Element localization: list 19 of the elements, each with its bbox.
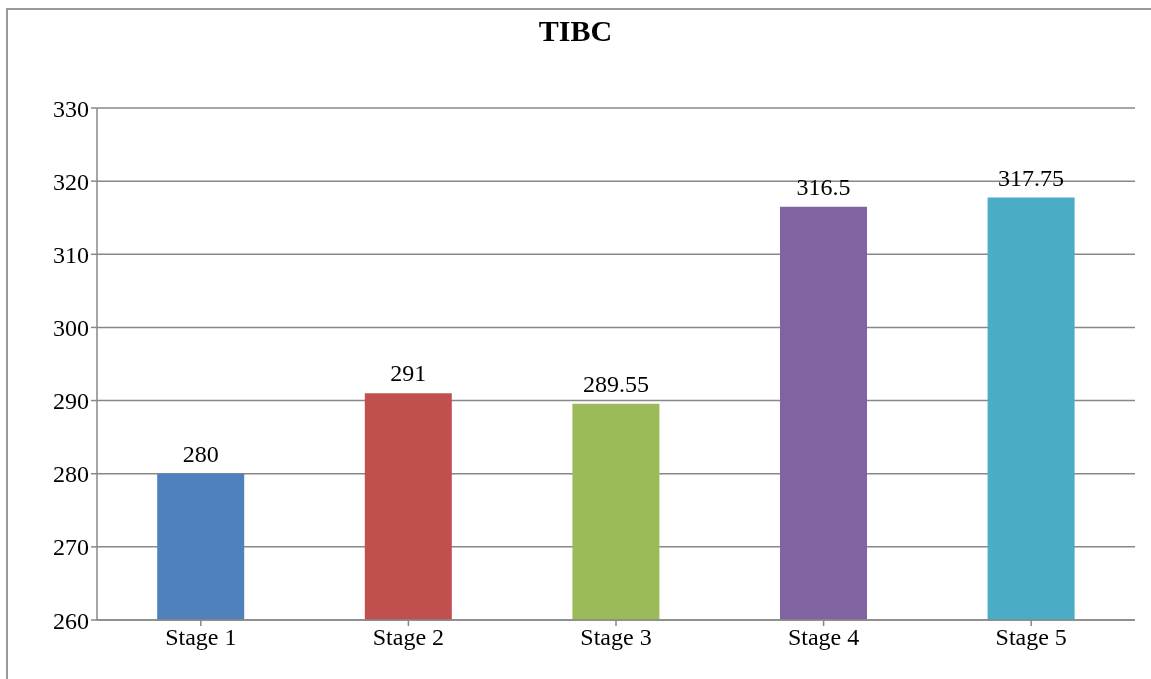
y-tick-label: 290 xyxy=(53,388,89,415)
y-tick-label: 310 xyxy=(53,241,89,268)
x-tick-label: Stage 4 xyxy=(787,624,860,651)
data-label: 291 xyxy=(390,360,427,387)
y-tick-label: 300 xyxy=(53,314,89,341)
y-tick-label: 260 xyxy=(53,607,89,634)
y-tick-label: 270 xyxy=(53,534,89,561)
x-tick-label: Stage 2 xyxy=(372,624,445,651)
x-tick-label: Stage 3 xyxy=(580,624,652,651)
data-label: 289.55 xyxy=(582,370,649,397)
data-label: 317.75 xyxy=(998,164,1065,191)
chart-title: TIBC xyxy=(537,14,614,48)
y-tick-label: 280 xyxy=(53,461,89,488)
y-tick-label: 320 xyxy=(53,168,89,195)
data-label: 280 xyxy=(182,440,219,467)
data-label: 316.5 xyxy=(796,173,851,200)
x-tick-label: Stage 5 xyxy=(995,624,1067,651)
x-tick-label: Stage 1 xyxy=(165,624,237,651)
y-tick-label: 330 xyxy=(53,95,89,122)
